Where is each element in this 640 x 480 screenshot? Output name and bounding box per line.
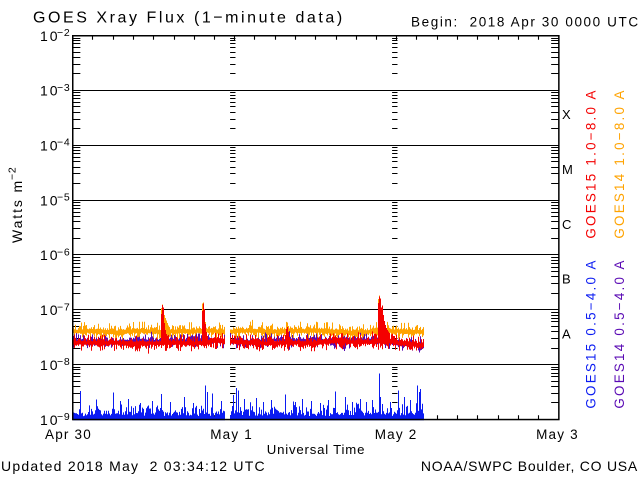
svg-text:B: B (562, 272, 571, 287)
svg-text:−3: −3 (57, 82, 71, 94)
svg-text:10: 10 (40, 28, 60, 44)
svg-text:10: 10 (40, 192, 60, 208)
svg-text:X: X (562, 107, 571, 122)
svg-text:−9: −9 (57, 411, 71, 423)
svg-text:NOAA/SWPC Boulder, CO USA: NOAA/SWPC Boulder, CO USA (421, 458, 638, 474)
svg-text:10: 10 (40, 138, 60, 154)
svg-text:A: A (562, 327, 571, 342)
svg-text:−8: −8 (57, 356, 71, 368)
svg-text:10: 10 (40, 83, 60, 99)
svg-text:May 2: May 2 (375, 427, 418, 442)
svg-text:10: 10 (40, 412, 60, 428)
svg-text:M: M (562, 162, 573, 177)
svg-text:Apr 30: Apr 30 (45, 427, 92, 442)
svg-text:−6: −6 (57, 246, 71, 258)
svg-text:−2: −2 (7, 166, 19, 180)
svg-text:10: 10 (40, 357, 60, 373)
svg-text:May 3: May 3 (536, 427, 579, 442)
svg-text:GOES14 0.5−4.0 A: GOES14 0.5−4.0 A (612, 258, 627, 408)
svg-text:GOES15 1.0−8.0 A: GOES15 1.0−8.0 A (584, 88, 599, 238)
svg-text:−4: −4 (57, 137, 71, 149)
svg-text:−7: −7 (57, 301, 71, 313)
svg-text:Begin: 2018 Apr 30 0000 UTC: Begin: 2018 Apr 30 0000 UTC (411, 15, 640, 30)
svg-text:GOES14 1.0−8.0 A: GOES14 1.0−8.0 A (612, 88, 627, 238)
svg-text:10: 10 (40, 247, 60, 263)
svg-text:C: C (562, 217, 571, 232)
svg-text:Watts m: Watts m (9, 179, 25, 243)
svg-text:GOES15 0.5−4.0 A: GOES15 0.5−4.0 A (584, 258, 599, 408)
svg-text:−2: −2 (57, 27, 71, 39)
svg-text:10: 10 (40, 302, 60, 318)
svg-text:GOES Xray Flux (1−minute data): GOES Xray Flux (1−minute data) (33, 10, 345, 27)
svg-text:−5: −5 (57, 192, 71, 204)
svg-text:Universal Time: Universal Time (267, 442, 365, 457)
svg-text:May 1: May 1 (210, 427, 253, 442)
svg-text:Updated 2018 May 2 03:34:12 U: Updated 2018 May 2 03:34:12 UTC (1, 458, 266, 474)
